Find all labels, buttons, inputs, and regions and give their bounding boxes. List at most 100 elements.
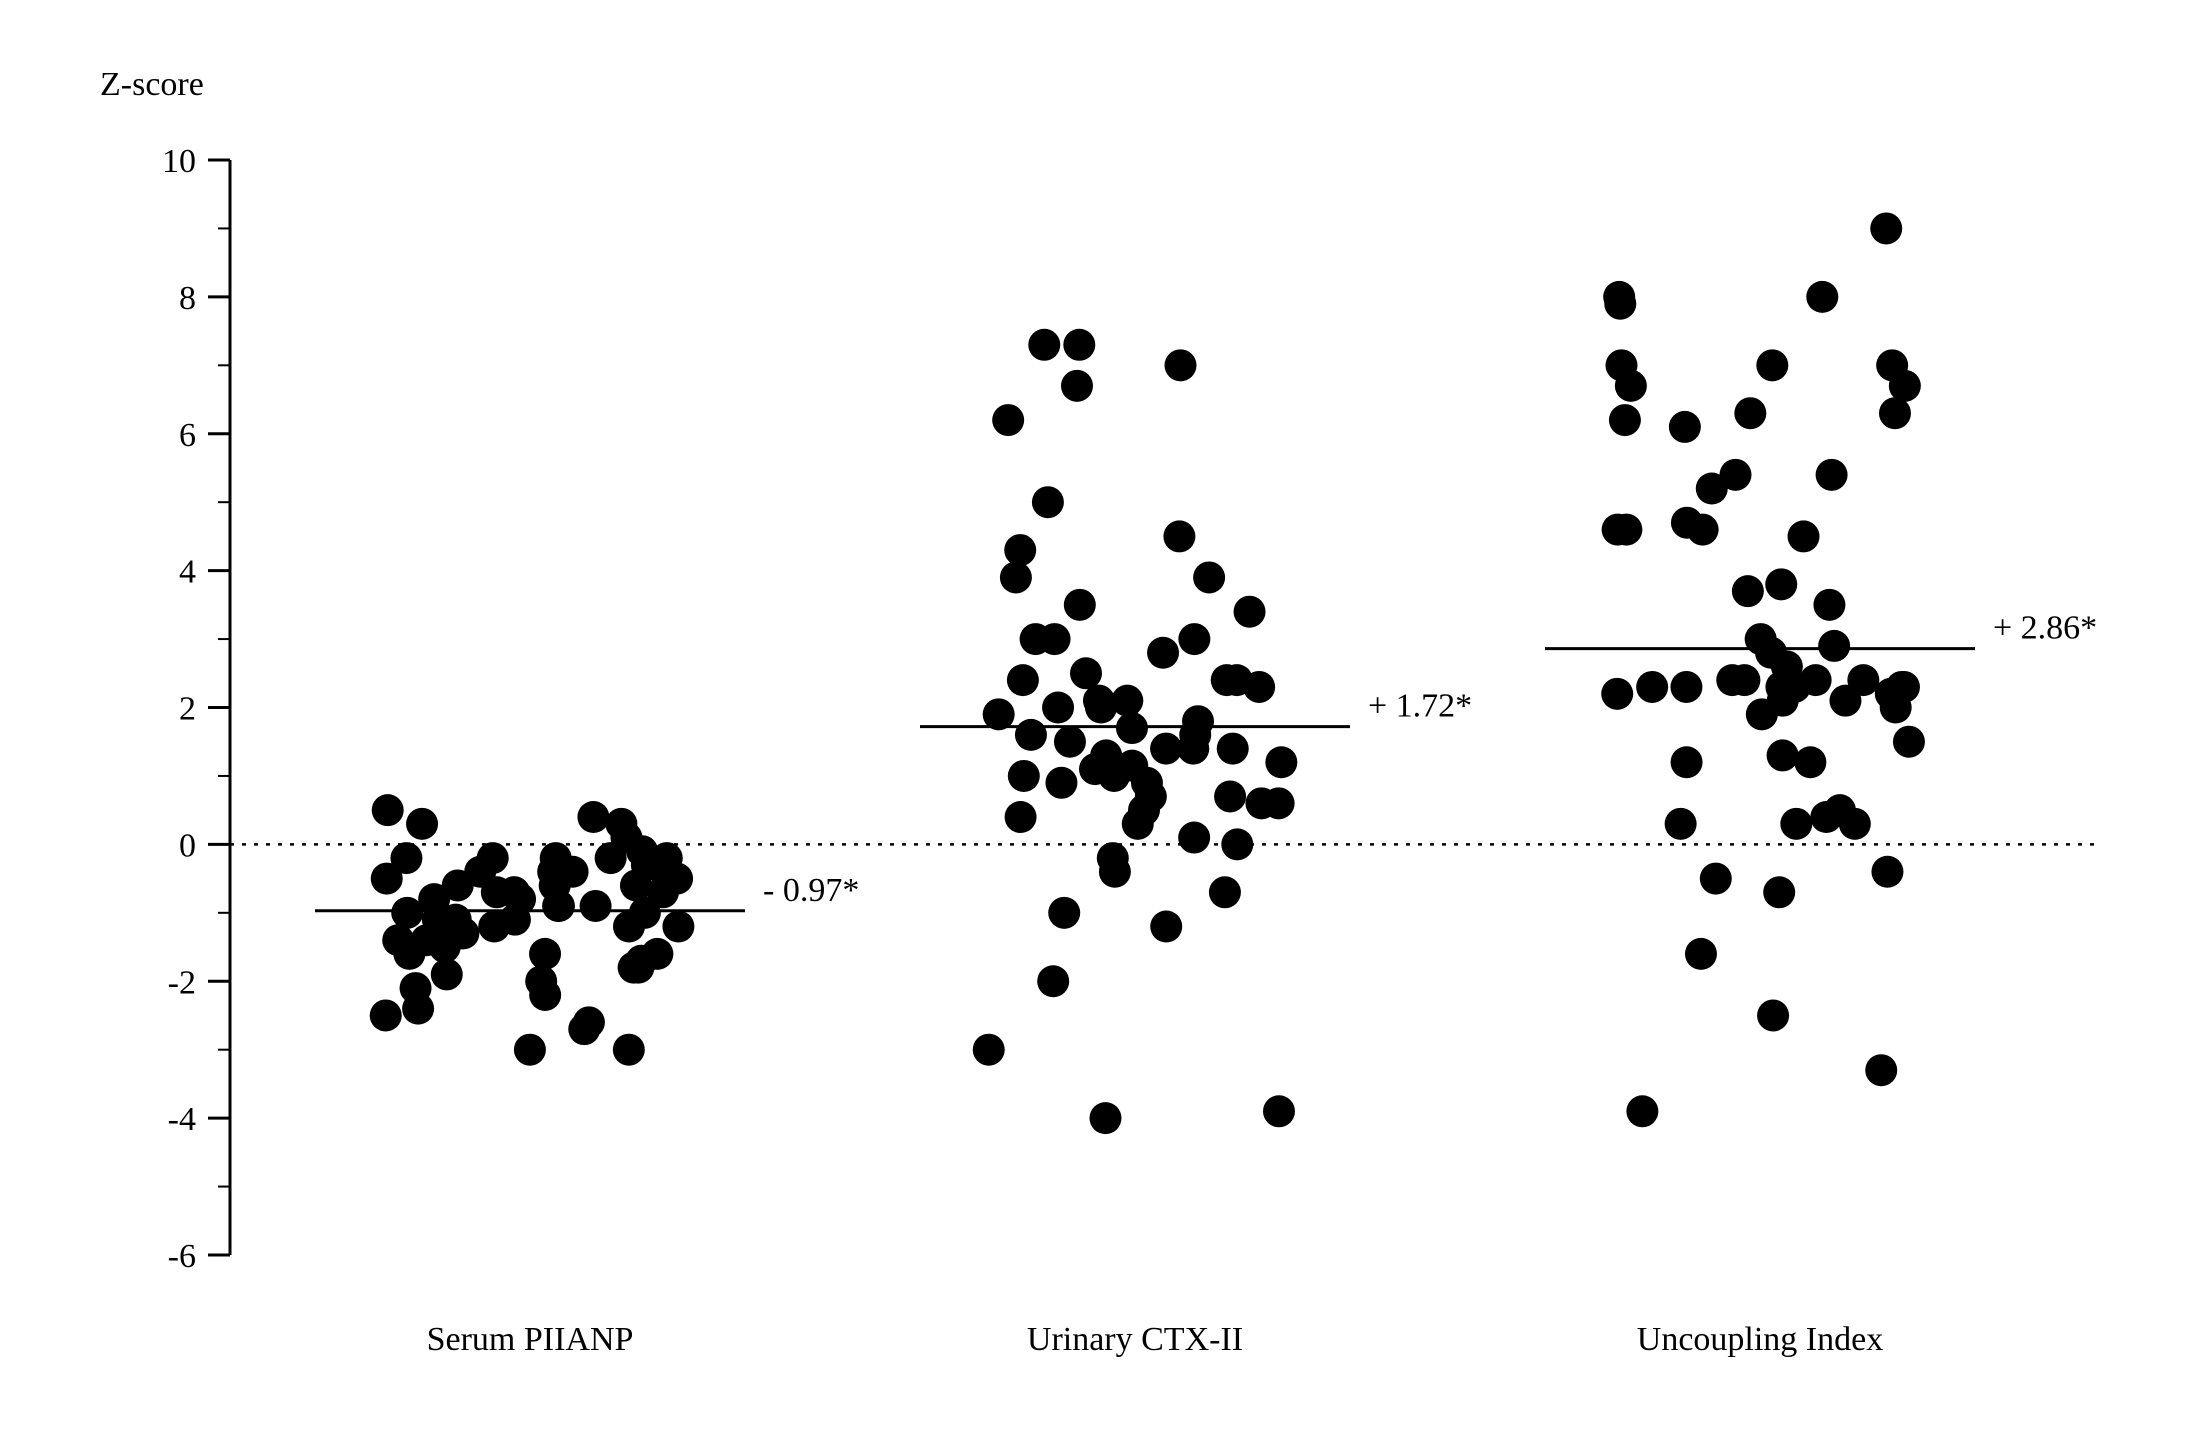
data-point bbox=[371, 863, 403, 895]
data-point bbox=[1032, 486, 1064, 518]
data-point bbox=[402, 993, 434, 1025]
data-point bbox=[1048, 897, 1080, 929]
data-point bbox=[1070, 657, 1102, 689]
data-point bbox=[1670, 671, 1702, 703]
data-point bbox=[1015, 719, 1047, 751]
data-point bbox=[1263, 787, 1295, 819]
data-point bbox=[1870, 212, 1902, 244]
data-point bbox=[973, 1034, 1005, 1066]
data-point bbox=[525, 965, 557, 997]
data-point bbox=[1757, 999, 1789, 1031]
data-point bbox=[1700, 863, 1732, 895]
data-point bbox=[1609, 404, 1641, 436]
data-point bbox=[1603, 281, 1635, 313]
data-point bbox=[1794, 746, 1826, 778]
data-point bbox=[1042, 692, 1074, 724]
scatter-chart: Z-score-6-4-20246810- 0.97*Serum PIIANP+… bbox=[0, 0, 2188, 1431]
data-point bbox=[1746, 698, 1778, 730]
data-point bbox=[540, 842, 572, 874]
data-point bbox=[529, 938, 561, 970]
data-point bbox=[1665, 808, 1697, 840]
y-tick-label: -4 bbox=[168, 1101, 196, 1138]
data-point bbox=[1879, 397, 1911, 429]
data-point bbox=[1601, 678, 1633, 710]
y-tick-label: 10 bbox=[162, 143, 196, 180]
data-point bbox=[1671, 507, 1703, 539]
data-point bbox=[1008, 760, 1040, 792]
y-tick-label: -6 bbox=[168, 1238, 196, 1275]
data-point bbox=[1000, 561, 1032, 593]
data-point bbox=[992, 404, 1024, 436]
data-point bbox=[1178, 623, 1210, 655]
data-point bbox=[1063, 329, 1095, 361]
data-point bbox=[372, 794, 404, 826]
data-point bbox=[1147, 637, 1179, 669]
data-point bbox=[595, 842, 627, 874]
data-point bbox=[1865, 1054, 1897, 1086]
y-tick-label: 0 bbox=[179, 827, 196, 864]
data-point bbox=[370, 999, 402, 1031]
data-point bbox=[1111, 685, 1143, 717]
data-point bbox=[1064, 589, 1096, 621]
data-point bbox=[1150, 733, 1182, 765]
data-point bbox=[464, 856, 496, 888]
data-point bbox=[1886, 671, 1918, 703]
y-axis-title: Z-score bbox=[100, 66, 204, 103]
data-point bbox=[629, 897, 661, 929]
data-point bbox=[1243, 671, 1275, 703]
data-point bbox=[1716, 664, 1748, 696]
y-tick-label: 6 bbox=[179, 417, 196, 454]
data-point bbox=[1626, 1095, 1658, 1127]
data-point bbox=[1221, 828, 1253, 860]
data-point bbox=[1037, 965, 1069, 997]
data-point bbox=[1615, 370, 1647, 402]
data-point bbox=[406, 808, 438, 840]
data-point bbox=[1780, 808, 1812, 840]
data-point bbox=[1214, 780, 1246, 812]
data-point bbox=[1806, 281, 1838, 313]
data-point bbox=[1671, 746, 1703, 778]
data-point bbox=[422, 904, 454, 936]
data-point bbox=[580, 890, 612, 922]
data-point bbox=[514, 1034, 546, 1066]
data-point bbox=[1083, 685, 1115, 717]
data-point bbox=[1893, 726, 1925, 758]
data-point bbox=[1734, 397, 1766, 429]
data-point bbox=[625, 945, 657, 977]
data-point bbox=[1765, 568, 1797, 600]
data-point bbox=[1007, 664, 1039, 696]
data-point bbox=[1028, 329, 1060, 361]
data-point bbox=[1610, 514, 1642, 546]
data-point bbox=[1061, 370, 1093, 402]
data-point bbox=[1165, 349, 1197, 381]
data-point bbox=[1193, 561, 1225, 593]
data-point bbox=[1178, 822, 1210, 854]
data-point bbox=[1813, 589, 1845, 621]
mean-label: + 1.72* bbox=[1368, 688, 1472, 725]
data-point bbox=[1054, 726, 1086, 758]
data-point bbox=[1771, 650, 1803, 682]
data-point bbox=[1179, 719, 1211, 751]
data-point bbox=[1636, 671, 1668, 703]
data-point bbox=[1079, 753, 1111, 785]
mean-label: - 0.97* bbox=[763, 872, 859, 909]
data-point bbox=[662, 911, 694, 943]
data-point bbox=[1135, 780, 1167, 812]
data-point bbox=[1089, 1102, 1121, 1134]
data-point bbox=[1871, 856, 1903, 888]
mean-label: + 2.86* bbox=[1993, 610, 2097, 647]
data-point bbox=[1816, 459, 1848, 491]
data-point bbox=[1685, 938, 1717, 970]
data-point bbox=[1788, 520, 1820, 552]
category-label: Serum PIIANP bbox=[427, 1321, 634, 1358]
data-point bbox=[1669, 411, 1701, 443]
data-point bbox=[393, 938, 425, 970]
data-point bbox=[1209, 876, 1241, 908]
data-point bbox=[1829, 685, 1861, 717]
data-point bbox=[1818, 630, 1850, 662]
data-point bbox=[1876, 349, 1908, 381]
data-point bbox=[1150, 911, 1182, 943]
data-point bbox=[1005, 801, 1037, 833]
data-point bbox=[1696, 473, 1728, 505]
data-point bbox=[1004, 534, 1036, 566]
